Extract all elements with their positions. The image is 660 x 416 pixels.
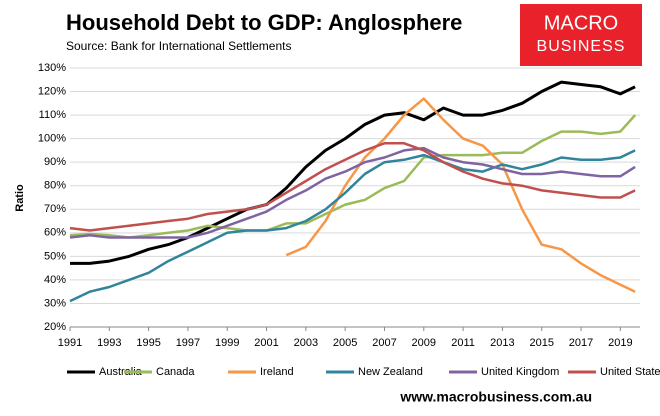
x-tick-label: 2017 <box>569 337 593 349</box>
legend-label: Canada <box>156 366 195 378</box>
chart-subtitle: Source: Bank for International Settlemen… <box>66 39 291 53</box>
series-line <box>69 142 636 232</box>
footer: www.macrobusiness.com.au <box>399 389 592 405</box>
logo-text: MACRO <box>544 12 618 34</box>
y-tick-label: 20% <box>44 321 66 333</box>
legend-label: Ireland <box>260 366 294 378</box>
y-tick-label: 60% <box>44 227 66 239</box>
x-tick-label: 1993 <box>97 337 121 349</box>
logo-text: BUSINESS <box>537 38 626 55</box>
y-tick-label: 30% <box>44 297 66 309</box>
logo-box <box>520 4 642 66</box>
x-tick-label: 2015 <box>529 337 553 349</box>
x-tick-label: 2001 <box>254 337 278 349</box>
legend-label: Australia <box>99 366 143 378</box>
legend-label: United Kingdom <box>481 366 559 378</box>
series-line <box>69 149 636 303</box>
x-tick-label: 2013 <box>490 337 514 349</box>
chart-title: Household Debt to GDP: Anglosphere <box>66 10 462 35</box>
series-line <box>70 80 636 265</box>
legend-label: United States <box>600 366 660 378</box>
y-tick-label: 80% <box>44 180 66 192</box>
x-tick-label: 2009 <box>412 337 436 349</box>
x-tick-label: 1991 <box>58 337 82 349</box>
x-tick-label: 1995 <box>136 337 160 349</box>
y-tick-label: 120% <box>38 85 66 97</box>
y-tick-label: 70% <box>44 203 66 215</box>
y-tick-label: 130% <box>38 62 66 74</box>
y-tick-label: 110% <box>39 109 67 121</box>
series-line <box>69 146 636 239</box>
legend-label: New Zealand <box>358 366 423 378</box>
x-tick-label: 1999 <box>215 337 239 349</box>
x-tick-label: 2007 <box>372 337 396 349</box>
x-tick-label: 2011 <box>451 337 475 349</box>
series-line <box>285 97 636 293</box>
y-tick-label: 90% <box>44 156 66 168</box>
x-tick-label: 2019 <box>608 337 632 349</box>
series-line <box>69 114 637 239</box>
x-tick-label: 1997 <box>176 337 200 349</box>
y-tick-label: 50% <box>44 250 66 262</box>
x-tick-label: 2003 <box>294 337 318 349</box>
x-tick-label: 2005 <box>333 337 357 349</box>
y-tick-label: 40% <box>44 274 66 286</box>
y-axis-label: Ratio <box>14 184 26 212</box>
y-tick-label: 100% <box>38 133 66 145</box>
